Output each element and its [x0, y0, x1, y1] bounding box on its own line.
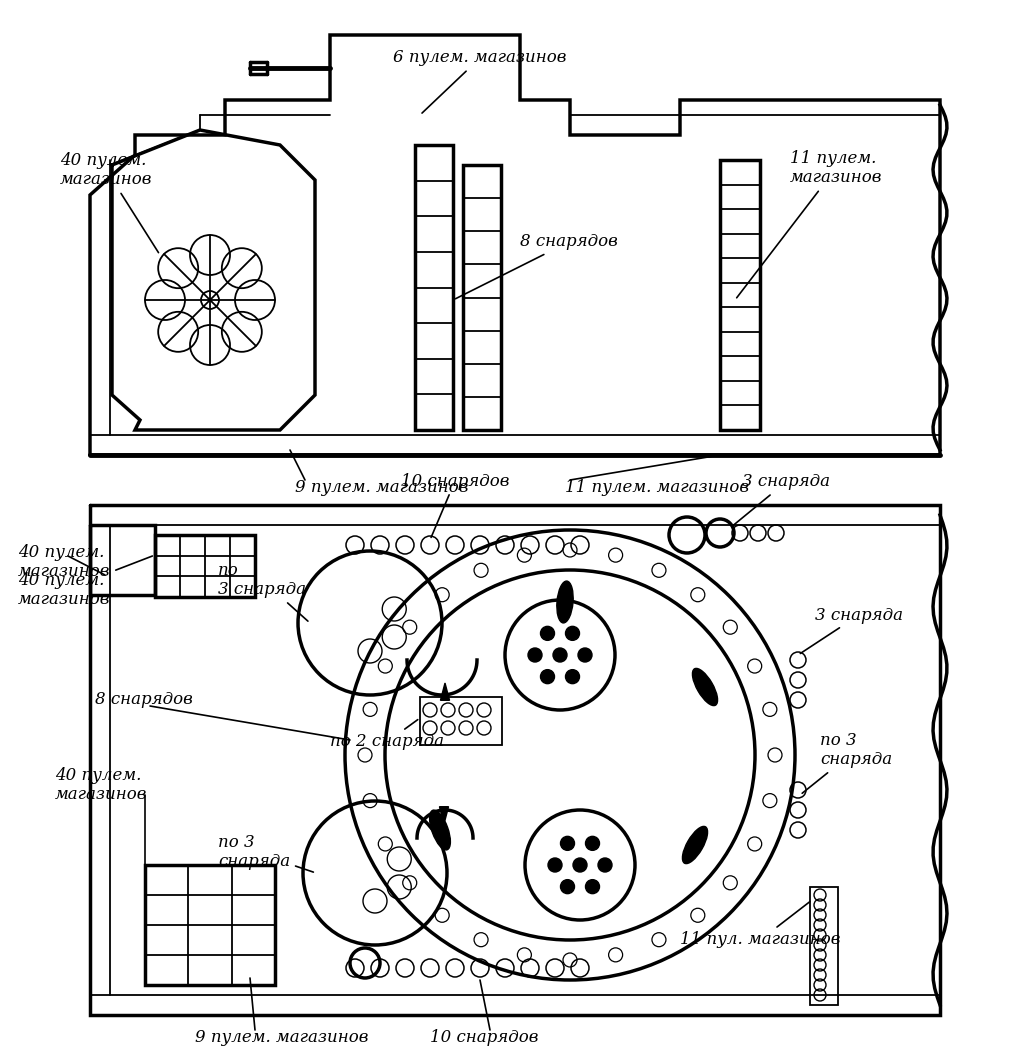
- Circle shape: [598, 858, 612, 872]
- Circle shape: [586, 880, 599, 894]
- Circle shape: [560, 880, 574, 894]
- Circle shape: [573, 858, 587, 872]
- Bar: [720, 160, 760, 430]
- Circle shape: [553, 648, 567, 661]
- Bar: [155, 535, 255, 597]
- Text: 8 снарядов: 8 снарядов: [456, 233, 617, 299]
- Text: 40 пулем.
магазинов: 40 пулем. магазинов: [55, 767, 147, 803]
- Text: 11 пулем.
магазинов: 11 пулем. магазинов: [736, 150, 883, 298]
- Ellipse shape: [430, 810, 451, 850]
- Circle shape: [565, 670, 580, 684]
- Circle shape: [548, 858, 562, 872]
- Ellipse shape: [692, 669, 718, 706]
- Circle shape: [560, 837, 574, 850]
- Circle shape: [541, 670, 555, 684]
- Text: 10 снарядов: 10 снарядов: [430, 1030, 539, 1047]
- Text: по 3
снаряда: по 3 снаряда: [802, 732, 892, 793]
- Text: 3 снаряда: 3 снаряда: [732, 474, 830, 526]
- Ellipse shape: [557, 581, 573, 622]
- Bar: [810, 887, 838, 1005]
- Text: 3 снаряда: 3 снаряда: [801, 607, 903, 653]
- Polygon shape: [439, 807, 449, 824]
- Text: 9 пулем. магазинов: 9 пулем. магазинов: [195, 1030, 369, 1047]
- Text: 40 пулем.
магазинов: 40 пулем. магазинов: [18, 556, 153, 609]
- Text: 8 снарядов: 8 снарядов: [95, 691, 193, 709]
- Text: 40 пулем.
магазинов: 40 пулем. магазинов: [18, 543, 111, 580]
- Bar: [420, 697, 502, 745]
- Bar: [145, 865, 275, 985]
- Ellipse shape: [682, 826, 708, 864]
- Circle shape: [586, 837, 599, 850]
- Text: 11 пул. магазинов: 11 пул. магазинов: [680, 902, 841, 948]
- Bar: [415, 145, 453, 430]
- Circle shape: [565, 627, 580, 640]
- Bar: [463, 165, 501, 430]
- Text: 6 пулем. магазинов: 6 пулем. магазинов: [393, 50, 566, 113]
- Text: 40 пулем.
магазинов: 40 пулем. магазинов: [60, 152, 159, 252]
- Circle shape: [541, 627, 555, 640]
- Polygon shape: [440, 683, 450, 701]
- Text: 9 пулем. магазинов: 9 пулем. магазинов: [295, 479, 468, 496]
- Text: 11 пулем. магазинов: 11 пулем. магазинов: [565, 479, 749, 496]
- Text: 10 снарядов: 10 снарядов: [400, 473, 509, 537]
- Circle shape: [528, 648, 542, 661]
- Text: по 3
снаряда: по 3 снаряда: [218, 833, 313, 872]
- Text: по
3 снаряда: по 3 снаряда: [218, 561, 308, 621]
- Circle shape: [578, 648, 592, 661]
- Text: по 2 снаряда: по 2 снаряда: [330, 720, 444, 750]
